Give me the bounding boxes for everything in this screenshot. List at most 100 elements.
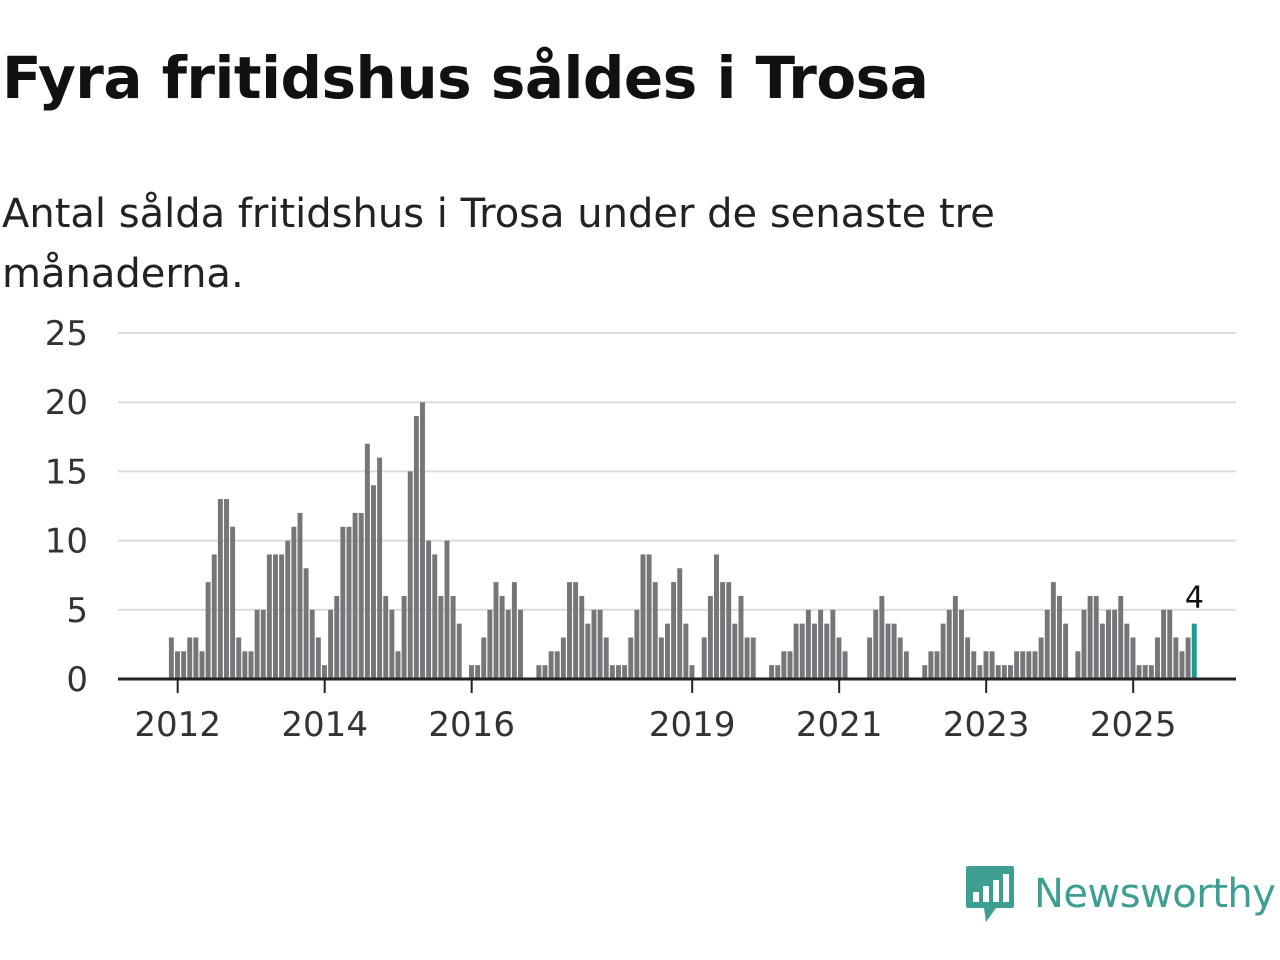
bar: [432, 554, 438, 679]
bar: [628, 637, 634, 679]
bar: [750, 637, 756, 679]
bar: [775, 665, 781, 679]
bar: [597, 609, 603, 679]
x-tick-label: 2021: [796, 705, 883, 745]
chart-title: Fyra fritidshus såldes i Trosa: [2, 44, 929, 112]
bar: [315, 637, 321, 679]
bar: [928, 651, 934, 679]
bar: [542, 665, 548, 679]
bar: [230, 526, 236, 679]
bar: [395, 651, 401, 679]
bar: [1001, 665, 1007, 679]
bar: [273, 554, 278, 679]
bar: [720, 582, 726, 679]
chart-subtitle: Antal sålda fritidshus i Trosa under de …: [2, 191, 995, 297]
bar: [469, 665, 474, 679]
bar: [1155, 637, 1160, 679]
x-axis-ticks: 2012 2014 2016 2019 2021 2023 2025: [134, 679, 1176, 745]
bar: [671, 582, 677, 679]
bar: [799, 623, 805, 679]
bar: [168, 637, 174, 679]
bar: [438, 595, 444, 679]
bar: [812, 623, 817, 679]
bar: [1038, 637, 1044, 679]
bar: [781, 651, 787, 679]
bar: [175, 651, 180, 679]
bar: [971, 651, 977, 679]
bar: [548, 651, 554, 679]
bar: [413, 416, 419, 679]
bar: [805, 609, 811, 679]
bar: [1020, 651, 1026, 679]
bar: [426, 540, 432, 679]
bar: [732, 623, 738, 679]
last-value-label: 4: [1185, 581, 1204, 616]
bar: [701, 637, 707, 679]
y-tick-label: 20: [45, 383, 88, 423]
bar: [205, 582, 211, 679]
bar: [640, 554, 646, 679]
bar: [946, 609, 952, 679]
bar: [793, 623, 799, 679]
bar: [242, 651, 248, 679]
bar: [536, 665, 542, 679]
bar: [309, 609, 315, 679]
bar: [603, 637, 609, 679]
bar: [952, 595, 958, 679]
bar: [787, 651, 793, 679]
bar: [842, 651, 848, 679]
x-tick-label: 2025: [1090, 705, 1177, 745]
bar: [340, 526, 346, 679]
x-tick-label: 2023: [943, 705, 1030, 745]
bar: [818, 609, 824, 679]
bar: [983, 651, 989, 679]
bar: [897, 637, 903, 679]
bar: [959, 609, 964, 679]
bar: [1057, 595, 1062, 679]
bar: [573, 582, 579, 679]
bar: [1167, 609, 1173, 679]
bar: [456, 623, 462, 679]
bar: [665, 623, 670, 679]
bar: [616, 665, 621, 679]
bar: [885, 623, 891, 679]
bar: [518, 609, 523, 679]
y-tick-label: 15: [45, 452, 88, 492]
bar: [407, 471, 413, 679]
bar: [358, 512, 364, 679]
bar: [977, 665, 983, 679]
bar: [652, 582, 658, 679]
bar: [830, 609, 836, 679]
bar: [346, 526, 352, 679]
bar: [689, 665, 695, 679]
bar: [481, 637, 487, 679]
bar: [297, 512, 303, 679]
y-tick-label: 5: [66, 591, 88, 631]
bar: [591, 609, 597, 679]
bar: [371, 485, 376, 679]
bar: [1179, 651, 1185, 679]
bar: [903, 651, 909, 679]
bars: [168, 402, 1197, 679]
newsworthy-logo: Newsworthy: [964, 864, 1276, 924]
bar: [266, 554, 272, 679]
bar: [260, 609, 266, 679]
newsworthy-logo-icon: [966, 866, 1014, 922]
bar: [377, 457, 383, 679]
bar: [1136, 665, 1142, 679]
bar: [836, 637, 842, 679]
bar: [824, 623, 830, 679]
bar: [1161, 609, 1167, 679]
bar: [714, 554, 719, 679]
bar: [1014, 651, 1020, 679]
bar: [1093, 595, 1099, 679]
bar: [1008, 665, 1013, 679]
bar: [505, 609, 511, 679]
bar: [291, 526, 297, 679]
y-axis-labels: 0 5 10 15 20 25: [45, 314, 88, 700]
y-tick-label: 10: [45, 522, 88, 562]
x-tick-label: 2014: [281, 705, 368, 745]
bar: [511, 582, 517, 679]
bar: [707, 595, 713, 679]
bar: [634, 609, 640, 679]
